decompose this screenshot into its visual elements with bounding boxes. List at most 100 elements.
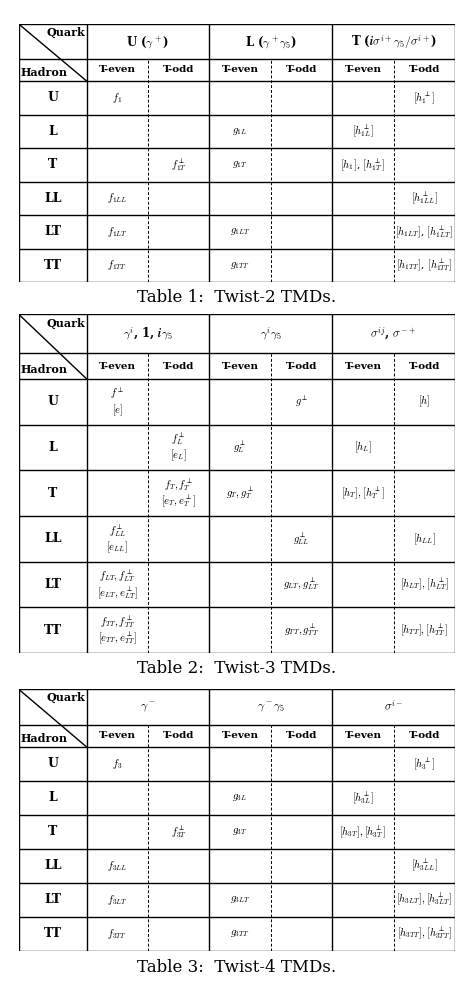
Text: LT: LT xyxy=(44,893,61,906)
Text: T-even: T-even xyxy=(221,66,259,75)
Text: $g_T, g_T^\perp$: $g_T, g_T^\perp$ xyxy=(226,486,254,501)
Text: LT: LT xyxy=(44,226,61,239)
Text: T-odd: T-odd xyxy=(286,732,317,740)
Text: $g_L^\perp$: $g_L^\perp$ xyxy=(233,439,247,456)
Text: $[e_{LL}]$: $[e_{LL}]$ xyxy=(106,539,128,554)
Text: Quark: Quark xyxy=(46,27,85,38)
Text: T-even: T-even xyxy=(99,66,136,75)
Text: T-even: T-even xyxy=(345,362,382,371)
Text: T-odd: T-odd xyxy=(286,66,317,75)
Text: $[h_{TT}], [h_{TT}^\perp]$: $[h_{TT}], [h_{TT}^\perp]$ xyxy=(401,623,448,638)
Text: $f_{TT}, f_{TT}^\perp$: $f_{TT}, f_{TT}^\perp$ xyxy=(100,614,135,630)
Text: $g_{1L}$: $g_{1L}$ xyxy=(232,126,248,137)
Text: Table 2:  Twist-3 TMDs.: Table 2: Twist-3 TMDs. xyxy=(137,660,337,676)
Text: $f_{LL}^\perp$: $f_{LL}^\perp$ xyxy=(109,523,126,538)
Text: L: L xyxy=(48,440,57,454)
Text: LL: LL xyxy=(44,192,62,205)
Text: $f_{3T}^\perp$: $f_{3T}^\perp$ xyxy=(171,824,187,840)
Text: $[h_{LL}]$: $[h_{LL}]$ xyxy=(413,531,436,546)
Text: TT: TT xyxy=(44,259,62,272)
Text: $[h_{1LT}]$, $[h_{1LT}^\perp]$: $[h_{1LT}]$, $[h_{1LT}^\perp]$ xyxy=(395,224,453,240)
Text: T-even: T-even xyxy=(345,732,382,740)
Text: $[h_{LT}], [h_{LT}^\perp]$: $[h_{LT}], [h_{LT}^\perp]$ xyxy=(400,577,449,593)
Text: $f_{3TT}$: $f_{3TT}$ xyxy=(107,926,128,940)
Text: T-odd: T-odd xyxy=(409,362,440,371)
Text: T-even: T-even xyxy=(99,732,136,740)
Text: $[h_L]$: $[h_L]$ xyxy=(354,439,372,456)
Text: $[h_T], [h_T^\perp]$: $[h_T], [h_T^\perp]$ xyxy=(341,486,385,501)
Text: $g_{3TT}$: $g_{3TT}$ xyxy=(230,928,250,939)
Text: $g^\perp$: $g^\perp$ xyxy=(295,394,308,409)
Text: Quark: Quark xyxy=(46,692,85,704)
Text: TT: TT xyxy=(44,927,62,940)
Text: $g_{LL}^\perp$: $g_{LL}^\perp$ xyxy=(293,531,310,546)
Text: $[h_{3T}], [h_{3T}^\perp]$: $[h_{3T}], [h_{3T}^\perp]$ xyxy=(339,824,387,840)
Text: $[e_T, e_T^\perp]$: $[e_T, e_T^\perp]$ xyxy=(161,494,196,509)
Text: $f_{1LT}$: $f_{1LT}$ xyxy=(107,225,128,239)
Text: U: U xyxy=(47,92,58,104)
Text: $\boldsymbol{\sigma^{i-}}$: $\boldsymbol{\sigma^{i-}}$ xyxy=(384,700,403,715)
Text: T-even: T-even xyxy=(345,66,382,75)
Text: $f_{1LL}$: $f_{1LL}$ xyxy=(107,192,128,206)
Text: $g_{3T}$: $g_{3T}$ xyxy=(232,827,248,838)
Text: LL: LL xyxy=(44,532,62,545)
Text: $[h_1]$, $[h_{1T}^\perp]$: $[h_1]$, $[h_{1T}^\perp]$ xyxy=(340,157,385,172)
Text: $[h_3^\perp]$: $[h_3^\perp]$ xyxy=(413,756,436,772)
Text: L: L xyxy=(48,125,57,138)
Text: $\boldsymbol{\gamma^-\gamma_5}$: $\boldsymbol{\gamma^-\gamma_5}$ xyxy=(256,701,285,714)
Text: $f_{LT}, f_{LT}^\perp$: $f_{LT}, f_{LT}^\perp$ xyxy=(99,569,136,584)
Text: $f_3$: $f_3$ xyxy=(112,757,122,771)
Text: $[h_{3LL}^\perp]$: $[h_{3LL}^\perp]$ xyxy=(411,858,438,874)
Text: T-odd: T-odd xyxy=(163,66,194,75)
Text: $[h_{1LL}^\perp]$: $[h_{1LL}^\perp]$ xyxy=(411,191,438,207)
Text: Hadron: Hadron xyxy=(20,68,67,79)
Text: $\boldsymbol{\sigma^{ij}}$, $\boldsymbol{\sigma^{-+}}$: $\boldsymbol{\sigma^{ij}}$, $\boldsymbol… xyxy=(371,326,417,342)
Text: $f_{3LL}$: $f_{3LL}$ xyxy=(107,859,128,873)
Text: TT: TT xyxy=(44,624,62,637)
Text: $f_L^\perp$: $f_L^\perp$ xyxy=(172,431,186,448)
Text: T-even: T-even xyxy=(221,732,259,740)
Text: $[e_L]$: $[e_L]$ xyxy=(170,448,187,464)
Text: L ($\boldsymbol{\gamma^+\gamma_5}$): L ($\boldsymbol{\gamma^+\gamma_5}$) xyxy=(245,33,297,49)
Text: $g_{LT}, g_{LT}^\perp$: $g_{LT}, g_{LT}^\perp$ xyxy=(283,577,320,593)
Text: Hadron: Hadron xyxy=(20,733,67,744)
Text: $f_{3LT}$: $f_{3LT}$ xyxy=(107,893,128,906)
Text: Quark: Quark xyxy=(46,318,85,329)
Text: $[e_{TT}, e_{TT}^\perp]$: $[e_{TT}, e_{TT}^\perp]$ xyxy=(98,631,137,646)
Text: T-even: T-even xyxy=(221,362,259,371)
Text: $[h_1^\perp]$: $[h_1^\perp]$ xyxy=(413,90,436,106)
Text: $[h_{3L}^\perp]$: $[h_{3L}^\perp]$ xyxy=(352,790,374,805)
Text: $\boldsymbol{\gamma^-}$: $\boldsymbol{\gamma^-}$ xyxy=(140,701,156,714)
Text: $f_{1T}^\perp$: $f_{1T}^\perp$ xyxy=(171,157,187,172)
Text: Hadron: Hadron xyxy=(20,365,67,375)
Text: L: L xyxy=(48,791,57,804)
Text: T: T xyxy=(48,826,57,839)
Text: $[h_{1TT}]$, $[h_{1TT}^\perp]$: $[h_{1TT}]$, $[h_{1TT}^\perp]$ xyxy=(396,258,453,273)
Text: T-odd: T-odd xyxy=(409,732,440,740)
Text: $[h_{3LT}], [h_{3LT}^\perp]$: $[h_{3LT}], [h_{3LT}^\perp]$ xyxy=(396,892,452,907)
Text: $g_{1TT}$: $g_{1TT}$ xyxy=(230,260,250,271)
Text: LL: LL xyxy=(44,859,62,872)
Text: $\boldsymbol{\gamma^i\gamma_5}$: $\boldsymbol{\gamma^i\gamma_5}$ xyxy=(260,326,282,343)
Text: Table 3:  Twist-4 TMDs.: Table 3: Twist-4 TMDs. xyxy=(137,960,337,976)
Text: $[h_{1L}^\perp]$: $[h_{1L}^\perp]$ xyxy=(352,124,374,139)
Text: $g_{TT}, g_{TT}^\perp$: $g_{TT}, g_{TT}^\perp$ xyxy=(284,623,319,638)
Text: $f_1$: $f_1$ xyxy=(112,91,122,105)
Text: T-odd: T-odd xyxy=(409,66,440,75)
Text: $[h_{3TT}], [h_{3TT}^\perp]$: $[h_{3TT}], [h_{3TT}^\perp]$ xyxy=(397,925,452,941)
Text: $g_{3L}$: $g_{3L}$ xyxy=(232,792,248,803)
Text: T-odd: T-odd xyxy=(286,362,317,371)
Text: U: U xyxy=(47,395,58,408)
Text: $g_{1T}$: $g_{1T}$ xyxy=(232,159,248,170)
Text: $f^\perp$: $f^\perp$ xyxy=(110,386,125,401)
Text: $\boldsymbol{\gamma^i}$, 1, $\boldsymbol{i\gamma_5}$: $\boldsymbol{\gamma^i}$, 1, $\boldsymbol… xyxy=(123,326,173,343)
Text: T-even: T-even xyxy=(99,362,136,371)
Text: U ($\boldsymbol{\gamma^+}$): U ($\boldsymbol{\gamma^+}$) xyxy=(127,33,170,49)
Text: $[e_{LT}, e_{LT}^\perp]$: $[e_{LT}, e_{LT}^\perp]$ xyxy=(97,585,137,601)
Text: T: T xyxy=(48,487,57,500)
Text: T-odd: T-odd xyxy=(163,362,194,371)
Text: $[e]$: $[e]$ xyxy=(111,402,123,417)
Text: T-odd: T-odd xyxy=(163,732,194,740)
Text: $[h]$: $[h]$ xyxy=(418,394,430,409)
Text: U: U xyxy=(47,757,58,770)
